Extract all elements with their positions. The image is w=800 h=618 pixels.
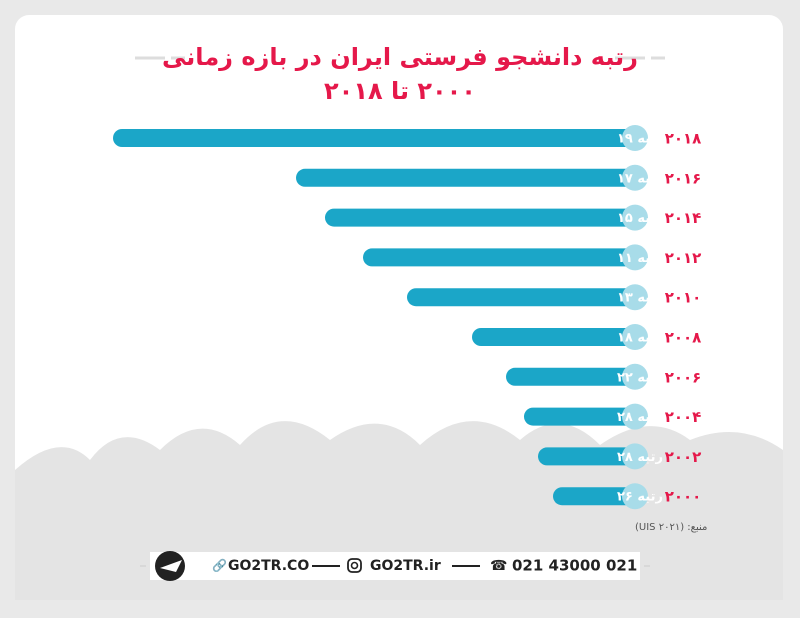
year-label: ۲۰۱۲ [665, 249, 702, 267]
value-label: رتبه ۱۸ [617, 331, 663, 346]
bar [325, 208, 635, 227]
value-label: رتبه ۱۱ [617, 251, 663, 266]
website: GO2TR.CO [228, 558, 309, 574]
bar [506, 367, 635, 386]
year-label: ۲۰۰۲ [665, 448, 702, 466]
bar [472, 328, 635, 346]
value-label: رتبه ۱۳ [617, 291, 663, 306]
chart-subtitle: ۲۰۰۰ تا ۲۰۱۸ [324, 77, 476, 105]
value-label: رتبه ۱۷ [617, 171, 663, 186]
year-label: ۲۰۱۰ [665, 289, 702, 307]
value-label: رتبه ۲۲ [617, 370, 663, 385]
footer: 🔗 GO2TR.CO GO2TR.ir ☎ 021 43000 021 [140, 551, 650, 581]
footer-band [150, 552, 640, 580]
year-label: ۲۰۰۸ [665, 329, 702, 347]
phone: 021 43000 021 [512, 557, 637, 575]
instagram-icon-lens [350, 561, 359, 570]
value-label: رتبه ۲۶ [617, 490, 663, 505]
bar-cap [622, 483, 648, 510]
bar [113, 129, 635, 147]
source-note: منبع: (UIS ۲۰۲۱) [635, 522, 707, 533]
bar [363, 248, 635, 267]
year-label: ۲۰۱۸ [665, 130, 702, 148]
bar-cap [622, 284, 648, 311]
bar-cap [622, 443, 648, 470]
bar [538, 447, 635, 466]
bar-cap [622, 244, 648, 271]
bar [524, 407, 635, 426]
bar [553, 487, 635, 506]
bar [407, 288, 635, 307]
bar-cap [622, 125, 648, 151]
bar-cap [622, 403, 648, 430]
bar-cap [622, 204, 648, 231]
bar-cap [622, 363, 648, 390]
value-label: رتبه ۲۸ [617, 450, 663, 465]
bar [296, 168, 635, 187]
link-icon: 🔗 [212, 558, 227, 573]
year-label: ۲۰۱۴ [665, 209, 702, 227]
year-label: ۲۰۰۶ [665, 368, 702, 386]
instagram-icon [347, 558, 362, 573]
bar-cap [622, 324, 648, 350]
year-label: ۲۰۰۴ [665, 408, 702, 426]
instagram: GO2TR.ir [370, 558, 441, 574]
year-label: ۲۰۰۰ [665, 488, 702, 506]
bar-cap [622, 164, 648, 191]
value-label: رتبه ۲۸ [617, 410, 663, 425]
logo-plane [160, 560, 182, 572]
phone-icon: ☎ [490, 558, 507, 574]
value-label: رتبه ۱۵ [617, 211, 663, 226]
chart-title: رتبه دانشجو فرستی ایران در بازه زمانی [162, 43, 638, 71]
value-label: رتبه ۱۹ [617, 132, 663, 147]
year-label: ۲۰۱۶ [665, 169, 702, 187]
